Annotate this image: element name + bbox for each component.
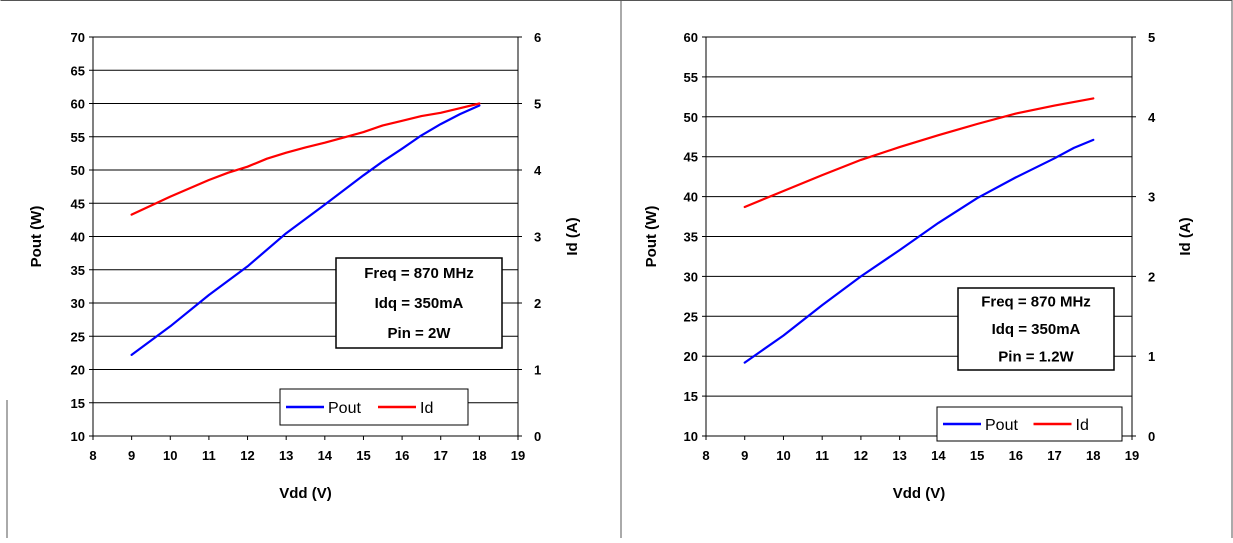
legend-label-pout: Pout: [328, 400, 361, 417]
x-tick-label-2: 10: [776, 448, 790, 463]
x-axis-label: Vdd (V): [279, 485, 332, 502]
y-tick-label-4: 30: [684, 269, 698, 284]
y-axis-label: Pout (W): [643, 206, 660, 268]
y-tick-label-10: 60: [71, 97, 85, 112]
y2-tick-label-6: 6: [534, 30, 541, 45]
y-tick-label-6: 40: [71, 230, 85, 245]
annotation-box: [335, 257, 503, 349]
y-tick-label-3: 25: [684, 309, 698, 324]
y2-tick-label-2: 2: [534, 296, 541, 311]
y2-tick-label-4: 4: [534, 163, 542, 178]
y-tick-label-2: 20: [71, 363, 85, 378]
y2-tick-label-3: 3: [534, 230, 541, 245]
x-tick-label-4: 12: [240, 448, 254, 463]
x-tick-label-7: 15: [970, 448, 984, 463]
x-tick-label-8: 16: [395, 448, 409, 463]
legend-label-id: Id: [420, 400, 433, 417]
annotation-line-0: Freq = 870 MHz: [981, 294, 1091, 311]
y-tick-label-12: 70: [71, 30, 85, 45]
y-tick-label-0: 10: [684, 429, 698, 444]
y2-tick-label-0: 0: [534, 429, 541, 444]
y2-tick-label-5: 5: [1148, 30, 1155, 45]
y2-tick-label-1: 1: [1148, 349, 1155, 364]
x-tick-label-1: 9: [128, 448, 135, 463]
y-tick-label-1: 15: [71, 396, 85, 411]
y-tick-label-2: 20: [684, 349, 698, 364]
y-tick-label-8: 50: [71, 163, 85, 178]
y-tick-label-9: 55: [71, 130, 85, 145]
x-tick-label-10: 18: [1086, 448, 1100, 463]
x-tick-label-6: 14: [931, 448, 946, 463]
x-tick-label-2: 10: [163, 448, 177, 463]
y2-axis-label: Id (A): [564, 217, 581, 255]
annotation-line-0: Freq = 870 MHz: [364, 265, 474, 282]
y2-tick-label-1: 1: [534, 363, 541, 378]
y-tick-label-0: 10: [71, 429, 85, 444]
x-tick-label-5: 13: [892, 448, 906, 463]
x-axis-label: Vdd (V): [893, 485, 946, 502]
y-tick-label-7: 45: [71, 196, 85, 211]
y-tick-label-1: 15: [684, 389, 698, 404]
y2-tick-label-3: 3: [1148, 190, 1155, 205]
y-tick-label-5: 35: [71, 263, 85, 278]
y-tick-label-11: 65: [71, 63, 85, 78]
legend-label-pout: Pout: [985, 417, 1018, 434]
series-line-id: [743, 97, 1095, 209]
y-tick-label-8: 50: [684, 110, 698, 125]
y-tick-label-3: 25: [71, 329, 85, 344]
y2-tick-label-5: 5: [534, 97, 541, 112]
x-tick-label-7: 15: [356, 448, 370, 463]
x-tick-label-5: 13: [279, 448, 293, 463]
x-tick-label-0: 8: [702, 448, 709, 463]
y-tick-label-7: 45: [684, 150, 698, 165]
series-line-pout: [743, 138, 1095, 364]
x-tick-label-10: 18: [472, 448, 486, 463]
x-tick-label-3: 11: [815, 448, 829, 463]
x-tick-label-3: 11: [202, 448, 216, 463]
y2-axis-label: Id (A): [1177, 217, 1194, 255]
x-tick-label-4: 12: [854, 448, 868, 463]
annotation-line-1: Idq = 350mA: [992, 321, 1081, 338]
x-tick-label-0: 8: [89, 448, 96, 463]
x-tick-label-6: 14: [318, 448, 333, 463]
y-tick-label-10: 60: [684, 30, 698, 45]
y-tick-label-5: 35: [684, 230, 698, 245]
annotation-line-2: Pin = 2W: [388, 325, 452, 342]
x-tick-label-9: 17: [1047, 448, 1061, 463]
x-tick-label-8: 16: [1009, 448, 1023, 463]
y2-tick-label-0: 0: [1148, 429, 1155, 444]
legend-label-id: Id: [1076, 417, 1089, 434]
annotation-line-2: Pin = 1.2W: [998, 348, 1074, 365]
series-line-pout: [130, 104, 481, 356]
y-axis-label: Pout (W): [28, 206, 45, 268]
x-tick-label-9: 17: [433, 448, 447, 463]
y-tick-label-6: 40: [684, 190, 698, 205]
y-tick-label-9: 55: [684, 70, 698, 85]
y2-tick-label-2: 2: [1148, 269, 1155, 284]
x-tick-label-11: 19: [1125, 448, 1139, 463]
y2-tick-label-4: 4: [1148, 110, 1156, 125]
annotation-box: [957, 287, 1115, 371]
annotation-line-1: Idq = 350mA: [375, 295, 464, 312]
x-tick-label-11: 19: [511, 448, 525, 463]
y-tick-label-4: 30: [71, 296, 85, 311]
series-line-id: [130, 102, 481, 216]
x-tick-label-1: 9: [741, 448, 748, 463]
